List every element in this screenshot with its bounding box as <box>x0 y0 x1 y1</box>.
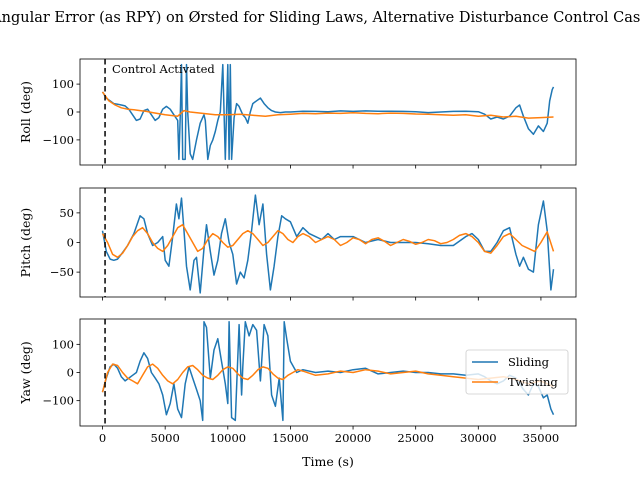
panel-1: −50 0 50 Pitch (deg) <box>18 187 577 301</box>
x-tick-label: 0 <box>99 431 106 445</box>
panels: −100 0 100 Roll (deg) Control Activated −50 0 5… <box>18 58 577 445</box>
x-tick-label: 5000 <box>151 431 180 445</box>
panel-2: −100 0 100 Yaw (deg) 0 5000 10000 15000 20000 250… <box>18 318 577 445</box>
y-axis-label: Yaw (deg) <box>18 341 33 405</box>
y-axis-label: Roll (deg) <box>18 81 33 143</box>
panel-0: −100 0 100 Roll (deg) Control Activated <box>18 58 577 169</box>
y-tick-label: 0 <box>67 366 74 380</box>
series-line-sliding-0 <box>101 63 555 161</box>
y-tick-label: 100 <box>52 77 74 91</box>
legend-label-twisting: Twisting <box>508 375 558 389</box>
series-line-twisting-1 <box>101 223 555 259</box>
y-tick-label: 0 <box>67 105 74 119</box>
axes-frame <box>79 187 577 298</box>
legend-label-sliding: Sliding <box>508 355 550 369</box>
series-line-twisting-0 <box>101 91 554 119</box>
y-tick-label: 100 <box>52 337 74 351</box>
x-tick-label: 10000 <box>210 431 247 445</box>
x-tick-label: 20000 <box>335 431 372 445</box>
y-tick-label: 50 <box>59 206 74 220</box>
legend: Sliding Twisting <box>465 349 569 395</box>
legend-box <box>465 349 569 395</box>
y-axis-label: Pitch (deg) <box>18 208 33 278</box>
x-axis-label: Time (s) <box>302 454 354 469</box>
x-tick-label: 15000 <box>272 431 309 445</box>
y-tick-label: 0 <box>67 236 74 250</box>
control-activated-label: Control Activated <box>112 62 215 76</box>
x-tick-label: 30000 <box>460 431 497 445</box>
y-tick-label: −100 <box>42 394 74 408</box>
x-tick-label: 35000 <box>523 431 560 445</box>
series-line-sliding-1 <box>101 194 555 294</box>
figure-title: Angular Error (as RPY) on Ørsted for Sli… <box>0 10 640 26</box>
x-tick-label: 25000 <box>397 431 434 445</box>
y-tick-label: −100 <box>42 133 74 147</box>
series-line-twisting-2 <box>101 363 554 393</box>
y-tick-label: −50 <box>50 265 74 279</box>
